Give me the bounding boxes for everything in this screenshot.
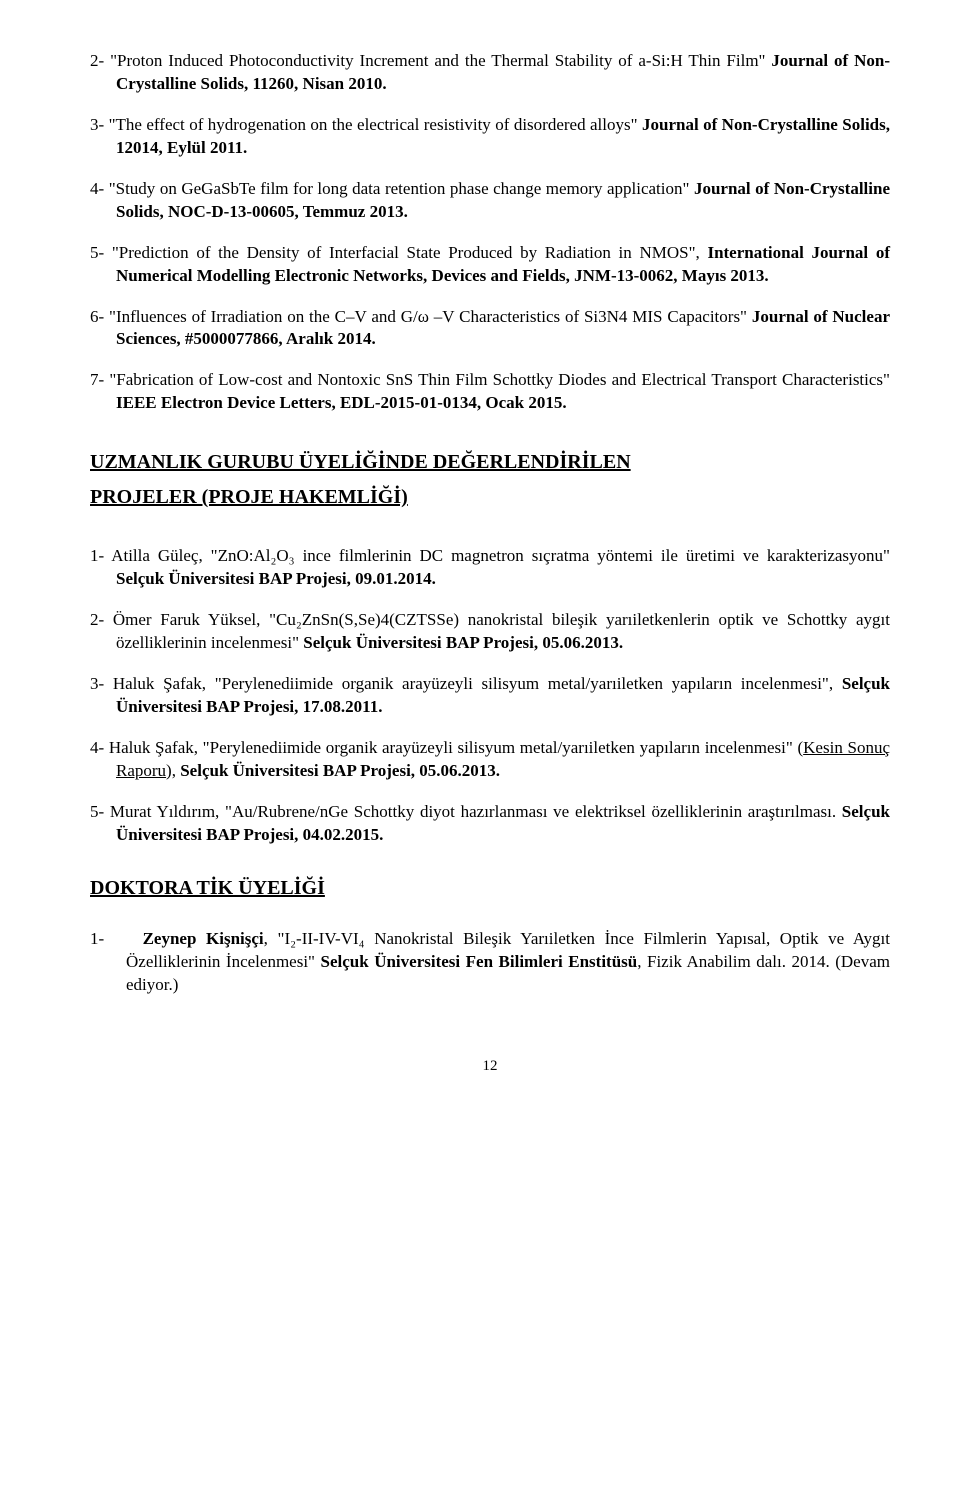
entry-title: "Fabrication of Low-cost and Nontoxic Sn… [109,370,890,389]
entry-bold: Selçuk Üniversitesi BAP Projesi, 05.06.2… [180,761,500,780]
entry-bold: Selçuk Üniversitesi BAP Projesi, 09.01.2… [116,569,436,588]
project-entry: 2- Ömer Faruk Yüksel, "Cu₂ZnSn(S,Se)4(CZ… [90,609,890,655]
doktora-entry: 1- Zeynep Kişnişçi, "I₂-II-IV-VI₄ Nanokr… [90,928,890,997]
entry-title: "Prediction of the Density of Interfacia… [112,243,708,262]
project-entry: 5- Murat Yıldırım, "Au/Rubrene/nGe Schot… [90,801,890,847]
entry-text: Atilla Güleç, "ZnO:Al₂O₃ ince filmlerini… [111,546,890,565]
heading-uzmanlik-line1: UZMANLIK GURUBU ÜYELİĞİNDE DEĞERLENDİRİL… [90,449,890,476]
doktora-entries: 1- Zeynep Kişnişçi, "I₂-II-IV-VI₄ Nanokr… [90,928,890,997]
entry-number: 2- [90,51,110,70]
entry-journal: IEEE Electron Device Letters, EDL-2015-0… [116,393,567,412]
heading-doktora: DOKTORA TİK ÜYELİĞİ [90,875,890,902]
entry-title: "Influences of Irradiation on the C–V an… [109,307,752,326]
entry-person: Zeynep Kişnişçi [143,929,264,948]
entry-number: 7- [90,370,109,389]
project-entries: 1- Atilla Güleç, "ZnO:Al₂O₃ ince filmler… [90,545,890,846]
heading-uzmanlik-line2: PROJELER (PROJE HAKEMLİĞİ) [90,484,890,511]
entry-number: 2- [90,610,113,629]
entry-number: 1- [90,546,111,565]
review-entry: 4- "Study on GeGaSbTe film for long data… [90,178,890,224]
entry-text: Haluk Şafak, "Perylenediimide organik ar… [109,738,803,757]
entry-title: "Proton Induced Photoconductivity Increm… [110,51,771,70]
review-entry: 7- "Fabrication of Low-cost and Nontoxic… [90,369,890,415]
entry-institution: Selçuk Üniversitesi Fen Bilimleri Enstit… [321,952,638,971]
project-entry: 4- Haluk Şafak, "Perylenediimide organik… [90,737,890,783]
entry-text: Haluk Şafak, "Perylenediimide organik ar… [113,674,842,693]
entry-number: 5- [90,243,112,262]
review-entries: 2- "Proton Induced Photoconductivity Inc… [90,50,890,415]
entry-text: Murat Yıldırım, "Au/Rubrene/nGe Schottky… [110,802,842,821]
review-entry: 2- "Proton Induced Photoconductivity Inc… [90,50,890,96]
review-entry: 5- "Prediction of the Density of Interfa… [90,242,890,288]
entry-number: 1- [90,929,143,948]
entry-number: 4- [90,738,109,757]
review-entry: 3- "The effect of hydrogenation on the e… [90,114,890,160]
entry-number: 6- [90,307,109,326]
entry-number: 5- [90,802,110,821]
entry-number: 3- [90,674,113,693]
entry-title: "Study on GeGaSbTe film for long data re… [109,179,694,198]
entry-mid: ), [166,761,180,780]
project-entry: 1- Atilla Güleç, "ZnO:Al₂O₃ ince filmler… [90,545,890,591]
page-number: 12 [90,1056,890,1076]
review-entry: 6- "Influences of Irradiation on the C–V… [90,306,890,352]
entry-bold: Selçuk Üniversitesi BAP Projesi, 05.06.2… [303,633,623,652]
entry-title: "The effect of hydrogenation on the elec… [109,115,642,134]
entry-number: 4- [90,179,109,198]
project-entry: 3- Haluk Şafak, "Perylenediimide organik… [90,673,890,719]
entry-number: 3- [90,115,109,134]
